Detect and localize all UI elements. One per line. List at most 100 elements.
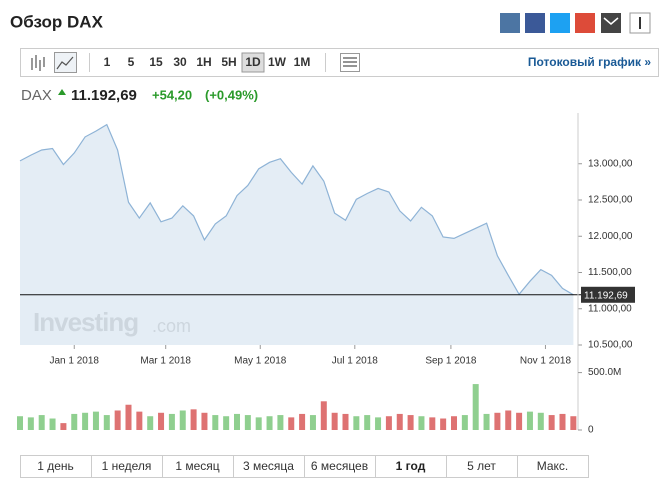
volume-bar <box>516 412 523 430</box>
x-tick-label: Sep 1 2018 <box>425 356 477 367</box>
range-label[interactable]: 1 неделя <box>102 459 152 473</box>
y-tick-label: 12.000,00 <box>588 231 633 242</box>
volume-bar <box>483 413 490 430</box>
volume-bar <box>244 415 251 430</box>
volume-bar <box>451 416 457 430</box>
range-label[interactable]: 1 день <box>37 459 74 473</box>
candle-icon[interactable] <box>31 55 45 71</box>
line-icon <box>56 56 74 70</box>
volume-bar <box>71 413 78 430</box>
range-label[interactable]: 5 лет <box>467 459 496 473</box>
price-area <box>20 124 574 345</box>
chart-type-icons <box>31 52 360 73</box>
interval-button[interactable]: 1D <box>245 55 261 69</box>
volume-bar <box>548 415 555 430</box>
up-arrow <box>58 89 66 95</box>
interval-button[interactable]: 30 <box>173 55 187 69</box>
volume-bar <box>103 415 110 430</box>
interval-button[interactable]: 1W <box>268 55 287 69</box>
page-title: Обзор DAX <box>10 12 104 31</box>
mail-glyph <box>603 17 619 25</box>
last-price-label: 11.192,69 <box>584 290 628 301</box>
range-label[interactable]: 3 месяца <box>243 459 294 473</box>
volume-bar <box>92 411 99 430</box>
volume-bar <box>331 412 338 430</box>
volume-bar <box>114 410 121 430</box>
volume-bar <box>147 416 154 430</box>
vk-icon[interactable] <box>500 13 520 33</box>
change: +54,20 <box>152 87 192 102</box>
volume-bar <box>17 416 23 430</box>
twitter-icon[interactable] <box>550 13 570 33</box>
mail-icon[interactable] <box>601 13 621 33</box>
volume-bar <box>60 423 67 430</box>
interval-button[interactable]: 5 <box>128 55 135 69</box>
volume-bar <box>49 418 56 430</box>
x-tick-label: Jul 1 2018 <box>332 356 379 367</box>
volume-bar <box>266 416 273 430</box>
y-tick-label: 12.500,00 <box>588 195 633 206</box>
facebook-icon[interactable] <box>525 13 545 33</box>
x-tick-label: Nov 1 2018 <box>520 356 572 367</box>
range-label[interactable]: 1 месяц <box>175 459 219 473</box>
volume-bar <box>179 410 186 430</box>
last-price-box <box>581 286 635 303</box>
volume-bar <box>125 404 132 430</box>
y-tick-label: 11.000,00 <box>588 303 632 314</box>
volume-bar <box>429 417 436 430</box>
volume-bar <box>494 412 501 430</box>
share-icons <box>500 12 651 34</box>
volume-bar <box>472 384 479 430</box>
line-icon-box[interactable] <box>54 52 77 73</box>
range-label[interactable]: 1 год <box>396 459 426 473</box>
interval-button[interactable]: 5H <box>221 55 236 69</box>
change-percent: (+0,49%) <box>205 87 258 102</box>
volume-bar <box>526 411 533 430</box>
volume-bar <box>201 412 208 430</box>
volume-bar <box>299 413 306 430</box>
volume-bar <box>320 401 327 430</box>
volume-bar <box>27 417 34 430</box>
volume-bar <box>396 413 403 430</box>
volume-bar <box>234 413 240 430</box>
volume-bar <box>342 413 349 430</box>
interval-button[interactable]: 1H <box>196 55 211 69</box>
stream-link[interactable]: Потоковый график » <box>528 55 651 69</box>
volume-bar <box>309 415 316 430</box>
interval-button[interactable]: 1 <box>104 55 111 69</box>
interval-active <box>241 52 265 73</box>
volume-bar <box>82 412 89 430</box>
volume-bar <box>440 418 447 430</box>
volume-bar <box>288 417 295 430</box>
volume-bar <box>407 415 414 430</box>
range-label[interactable]: 6 месяцев <box>311 459 368 473</box>
gplus-icon[interactable] <box>575 13 595 33</box>
volume-bar <box>461 415 468 430</box>
volume-bar <box>559 413 566 430</box>
interval-button[interactable]: 15 <box>149 55 163 69</box>
x-tick-label: Mar 1 2018 <box>140 356 191 367</box>
volume-bar <box>537 412 544 430</box>
volume-bar <box>223 416 230 430</box>
toolbar <box>20 48 659 77</box>
volume-bar <box>136 411 143 430</box>
volume-bar <box>364 415 371 430</box>
volume-tick-label: 0 <box>588 425 594 436</box>
volume-bar <box>375 417 382 430</box>
volume-bar <box>505 410 512 430</box>
range-button[interactable] <box>517 455 589 478</box>
volume-tick-label: 500.0M <box>588 367 621 378</box>
y-tick-label: 11.500,00 <box>588 267 632 278</box>
volume-bar <box>570 416 577 430</box>
volume-bar <box>190 409 197 430</box>
interval-button[interactable]: 1M <box>294 55 311 69</box>
range-label[interactable]: Макс. <box>537 459 569 473</box>
volume-bar <box>418 416 425 430</box>
volume-bar <box>212 415 219 430</box>
x-tick-label: Jan 1 2018 <box>50 356 100 367</box>
volume-bar <box>255 417 262 430</box>
volume-bar <box>38 415 45 430</box>
volume-bar <box>385 416 392 430</box>
volume-bar <box>277 415 284 430</box>
